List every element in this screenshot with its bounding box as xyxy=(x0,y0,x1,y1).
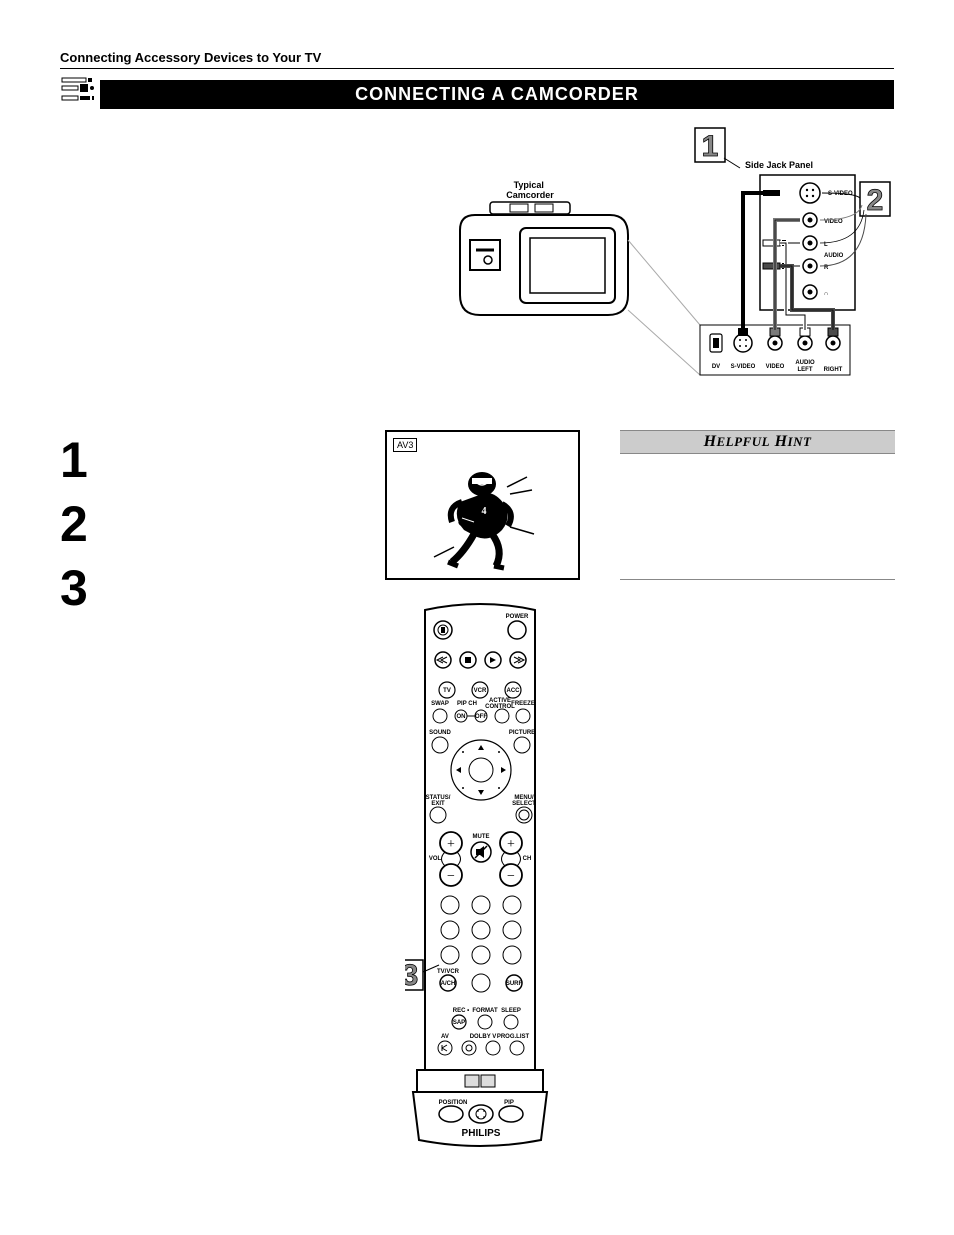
lbl-sound: SOUND xyxy=(429,730,451,736)
lbl-surf: SURF xyxy=(506,981,523,987)
camcorder-ports: DV S-VIDEO VIDEO AUDIO LEFT RIGHT xyxy=(700,325,850,375)
svg-text:4: 4 xyxy=(482,506,487,517)
page-title-bar: CONNECTING A CAMCORDER xyxy=(100,80,894,109)
panel-audio: AUDIO xyxy=(824,253,844,259)
remote-control: 3 POWER TV VCR ACC SWAP PIP CH ACTIVE CO… xyxy=(405,600,555,1160)
callout-1: 1 xyxy=(695,128,740,168)
lbl-tvvcr: TV/VCR xyxy=(437,969,460,975)
lbl-prog: PROG.LIST xyxy=(497,1034,530,1040)
hint-title: HELPFUL HINT xyxy=(620,431,895,454)
lbl-freeze: FREEZE xyxy=(511,701,535,707)
lbl-pipch: PIP CH xyxy=(457,701,477,707)
port-audl: LEFT xyxy=(798,367,813,373)
lbl-power: POWER xyxy=(506,614,529,620)
svg-text:+: + xyxy=(447,837,455,852)
svg-text:3: 3 xyxy=(405,959,418,992)
step-1: 1 xyxy=(60,430,88,490)
header-rule xyxy=(60,68,894,69)
page-header: Connecting Accessory Devices to Your TV xyxy=(60,50,321,65)
svg-text:2: 2 xyxy=(867,184,884,217)
lbl-acc: ACC xyxy=(507,688,521,694)
port-dv: DV xyxy=(712,364,720,370)
step-numbers-column: 1 2 3 xyxy=(60,430,88,622)
lbl-status2: EXIT xyxy=(431,801,445,807)
svg-text:−: − xyxy=(507,869,515,884)
step-2: 2 xyxy=(60,494,88,554)
tv-preview: AV3 4 xyxy=(385,430,580,580)
panel-phones: ∩ xyxy=(824,291,828,297)
lbl-tv: TV xyxy=(443,688,451,694)
camcorder-label-1: Typical xyxy=(514,180,544,190)
step-3: 3 xyxy=(60,558,88,618)
svg-text:−: − xyxy=(447,869,455,884)
lbl-dolby: DOLBY V xyxy=(470,1034,497,1040)
connection-diagram: Typical Camcorder DV S-VIDEO VIDEO xyxy=(380,120,900,400)
lbl-pip: PIP xyxy=(504,1100,514,1106)
lbl-ach: A/CH xyxy=(441,981,456,987)
port-audr: RIGHT xyxy=(824,367,843,373)
lbl-sleep: SLEEP xyxy=(501,1008,521,1014)
port-svideo: S-VIDEO xyxy=(731,364,756,370)
lbl-ch: CH xyxy=(523,856,532,862)
svg-text:1: 1 xyxy=(702,130,719,163)
tv-input-tag: AV3 xyxy=(393,438,417,452)
svg-text:+: + xyxy=(507,837,515,852)
camcorder-label-2: Camcorder xyxy=(506,190,554,200)
lbl-mute: MUTE xyxy=(473,834,490,840)
port-video: VIDEO xyxy=(766,364,785,370)
lbl-vcr: VCR xyxy=(474,688,487,694)
lbl-on: ON xyxy=(457,714,466,720)
helpful-hint-box: HELPFUL HINT xyxy=(620,430,895,580)
lbl-picture: PICTURE xyxy=(509,730,535,736)
lbl-format: FORMAT xyxy=(472,1008,498,1014)
svg-text:Typical Camcorder: Typical Camcorder xyxy=(506,180,554,200)
lbl-rec: REC • xyxy=(453,1008,469,1014)
lbl-vol: VOL xyxy=(429,856,442,862)
page-icon xyxy=(60,76,96,106)
lbl-sap: SAP xyxy=(453,1020,465,1026)
lbl-av: AV xyxy=(441,1034,449,1040)
callout-2: 2 xyxy=(860,182,890,217)
port-audio: AUDIO xyxy=(795,360,815,366)
lbl-position: POSITION xyxy=(439,1100,468,1106)
lbl-menu2: SELECT xyxy=(512,801,536,807)
page-title: CONNECTING A CAMCORDER xyxy=(355,84,639,104)
lbl-off: OFF xyxy=(475,714,487,720)
lbl-swap: SWAP xyxy=(431,701,449,707)
brand-label: PHILIPS xyxy=(462,1128,501,1139)
side-panel-label: Side Jack Panel xyxy=(745,160,813,170)
camcorder-icon xyxy=(460,202,628,315)
